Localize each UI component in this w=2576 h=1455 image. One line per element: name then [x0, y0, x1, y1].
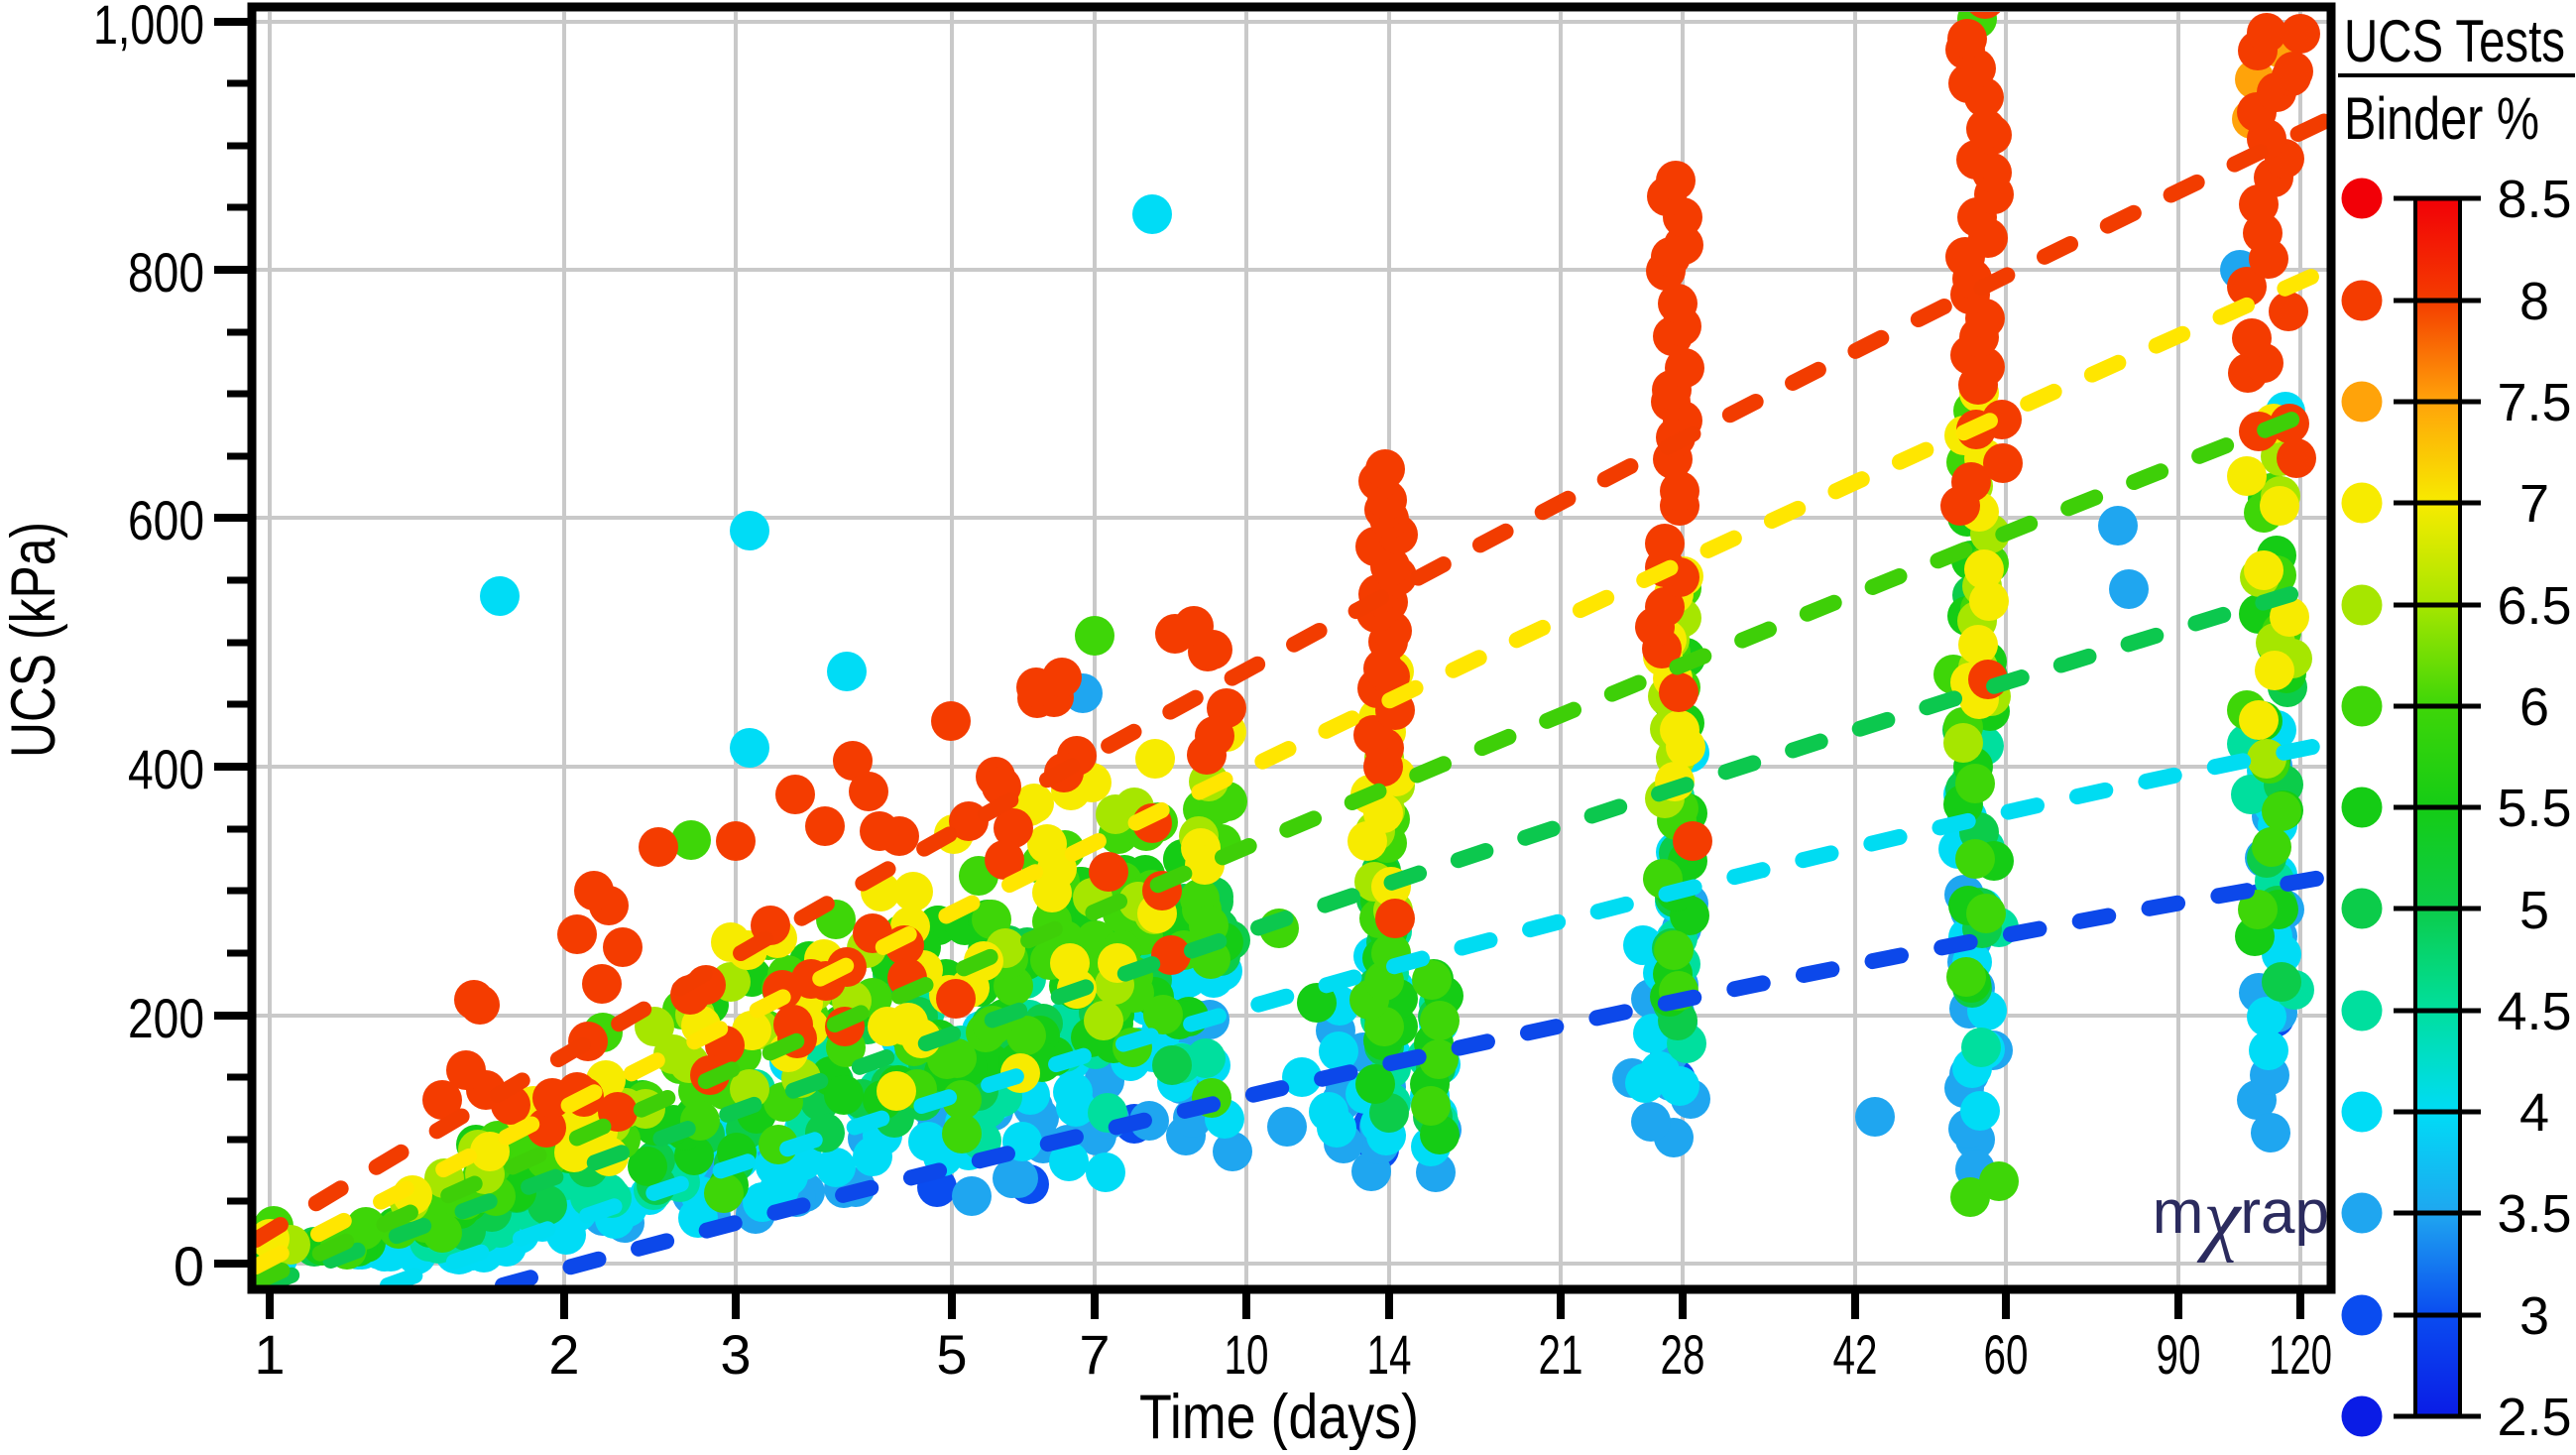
- svg-text:10: 10: [1225, 1323, 1269, 1386]
- svg-text:120: 120: [2269, 1323, 2332, 1386]
- svg-text:6.5: 6.5: [2497, 576, 2571, 636]
- svg-text:2: 2: [548, 1323, 579, 1386]
- svg-text:4.5: 4.5: [2497, 982, 2571, 1041]
- svg-text:2.5: 2.5: [2497, 1388, 2571, 1447]
- svg-text:0: 0: [174, 1235, 204, 1297]
- svg-text:7: 7: [1079, 1323, 1110, 1386]
- svg-text:7: 7: [2519, 474, 2549, 534]
- svg-text:90: 90: [2157, 1323, 2201, 1386]
- svg-text:5: 5: [2519, 881, 2549, 940]
- svg-text:21: 21: [1539, 1323, 1583, 1386]
- svg-text:3: 3: [720, 1323, 751, 1386]
- svg-text:UCS Tests: UCS Tests: [2344, 8, 2565, 74]
- svg-text:5.5: 5.5: [2497, 779, 2571, 838]
- svg-text:4: 4: [2519, 1083, 2549, 1143]
- svg-text:28: 28: [1661, 1323, 1705, 1386]
- svg-text:Time (days): Time (days): [1139, 1383, 1419, 1450]
- svg-text:Binder %: Binder %: [2344, 85, 2539, 152]
- svg-text:60: 60: [1984, 1323, 2029, 1386]
- svg-text:200: 200: [128, 987, 204, 1049]
- svg-text:42: 42: [1833, 1323, 1878, 1386]
- svg-text:5: 5: [936, 1323, 967, 1386]
- svg-text:600: 600: [128, 489, 204, 551]
- svg-text:8: 8: [2519, 272, 2549, 331]
- svg-text:6: 6: [2519, 677, 2549, 737]
- svg-text:8.5: 8.5: [2497, 170, 2571, 229]
- svg-text:1: 1: [254, 1323, 285, 1386]
- svg-text:UCS (kPa): UCS (kPa): [0, 522, 68, 758]
- svg-text:800: 800: [128, 241, 204, 303]
- svg-text:3.5: 3.5: [2497, 1184, 2571, 1244]
- svg-text:14: 14: [1367, 1323, 1412, 1386]
- svg-text:3: 3: [2519, 1286, 2549, 1346]
- svg-text:1,000: 1,000: [93, 0, 204, 56]
- svg-text:400: 400: [128, 738, 204, 800]
- svg-text:7.5: 7.5: [2497, 373, 2571, 432]
